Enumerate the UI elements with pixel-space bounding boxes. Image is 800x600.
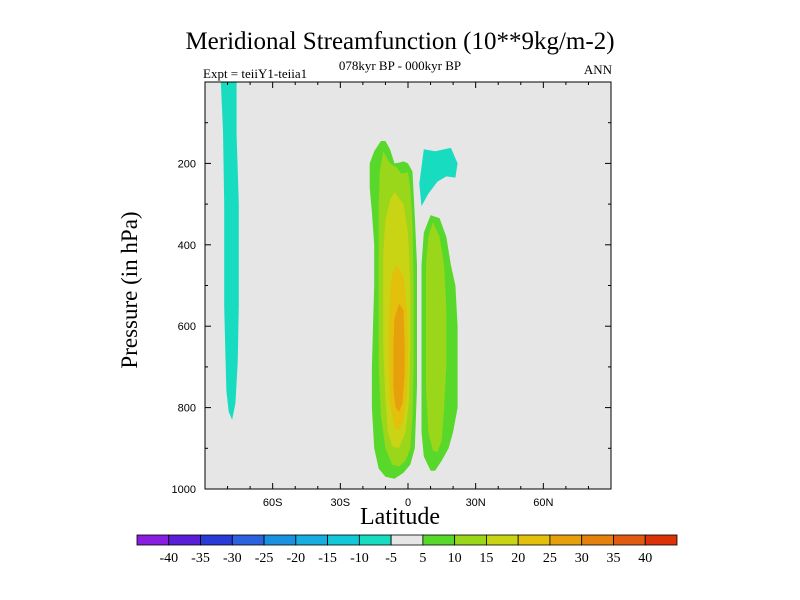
chart-subtitle: 078kyr BP - 000kyr BP	[338, 58, 462, 73]
colorbar-label: -25	[255, 551, 274, 566]
colorbar-box	[231, 534, 265, 546]
colorbar: -40 -35 -30 -25 -20 -15 -10 -5 5 10 15 20 25 30 35 40	[136, 534, 678, 566]
colorbar-box	[263, 534, 297, 546]
colorbar-box	[136, 534, 170, 546]
y-tick-label: 400	[178, 240, 196, 252]
x-tick-label: 30N	[466, 497, 486, 509]
x-tick-label: 0	[405, 497, 411, 509]
y-tick-label: 200	[178, 158, 196, 170]
colorbar-box	[644, 534, 678, 546]
colorbar-box	[295, 534, 328, 546]
y-tick-label: 800	[178, 403, 196, 415]
colorbar-box	[517, 534, 551, 546]
x-tick-label: 60N	[533, 497, 553, 509]
x-tick-label: 60S	[263, 497, 283, 509]
colorbar-label: 10	[448, 551, 462, 566]
colorbar-label: -10	[350, 551, 369, 566]
colorbar-box	[454, 534, 487, 546]
colorbar-box	[581, 534, 614, 546]
colorbar-box	[486, 534, 519, 546]
colorbar-label: 25	[543, 551, 557, 566]
chart-title: Meridional Streamfunction (10**9kg/m-2)	[185, 28, 615, 55]
colorbar-label: 30	[575, 551, 589, 566]
experiment-label: Expt = teiiY1-teiia1	[203, 66, 308, 81]
colorbar-box	[549, 534, 583, 546]
colorbar-label: 15	[479, 551, 493, 566]
colorbar-box	[358, 534, 392, 546]
x-axis-label: Latitude	[360, 504, 440, 530]
y-tick-label: 600	[178, 321, 196, 333]
y-tick-label: 1000	[172, 484, 196, 496]
axes: 60S 30S 0 30N 60N 200 400 600 800 1000	[172, 82, 612, 509]
colorbar-box	[168, 534, 201, 546]
colorbar-label: -30	[223, 551, 242, 566]
season-label: ANN	[583, 62, 612, 77]
contour-region-1	[419, 147, 458, 207]
contour-region-8	[393, 303, 405, 412]
colorbar-label: 35	[607, 551, 621, 566]
colorbar-label: -20	[286, 551, 305, 566]
colorbar-box	[422, 534, 456, 546]
colorbar-label: -40	[159, 551, 178, 566]
colorbar-label: -15	[318, 551, 337, 566]
colorbar-label: 40	[638, 551, 652, 566]
colorbar-label: -5	[385, 551, 397, 566]
colorbar-label: -35	[191, 551, 210, 566]
contour-region-5	[426, 222, 447, 453]
colorbar-box	[390, 534, 424, 546]
contour-region-0	[220, 82, 239, 420]
colorbar-box	[613, 534, 646, 546]
colorbar-label: 20	[511, 551, 525, 566]
colorbar-label: 5	[419, 551, 426, 566]
plot-frame	[204, 81, 612, 490]
colorbar-box	[327, 534, 360, 546]
x-tick-label: 30S	[331, 497, 351, 509]
contour-regions	[220, 82, 458, 479]
colorbar-box	[200, 534, 233, 546]
